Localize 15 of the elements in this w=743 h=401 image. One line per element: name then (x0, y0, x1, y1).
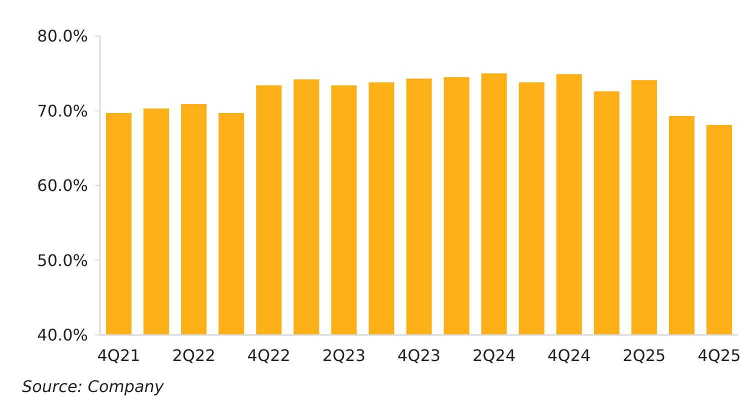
x-tick-label: 2Q22 (172, 346, 216, 365)
y-tick-label: 80.0% (37, 26, 88, 46)
x-tick-label: 2Q23 (322, 346, 366, 365)
x-tick-label: 4Q25 (698, 346, 741, 365)
x-tick-label: 4Q24 (548, 346, 591, 365)
y-tick-label: 70.0% (37, 101, 88, 120)
y-tick-label: 50.0% (37, 250, 88, 270)
x-tick-label: 4Q21 (97, 346, 140, 365)
y-tick-label: 60.0% (37, 176, 88, 196)
x-tick-label: 4Q22 (247, 346, 290, 365)
x-tick-label: 2Q24 (472, 346, 516, 365)
y-tick-label: 40.0% (37, 326, 88, 345)
x-tick-label: 2Q25 (622, 346, 666, 365)
x-tick-label: 4Q23 (397, 346, 441, 365)
source-note: Source: Company (22, 377, 164, 396)
